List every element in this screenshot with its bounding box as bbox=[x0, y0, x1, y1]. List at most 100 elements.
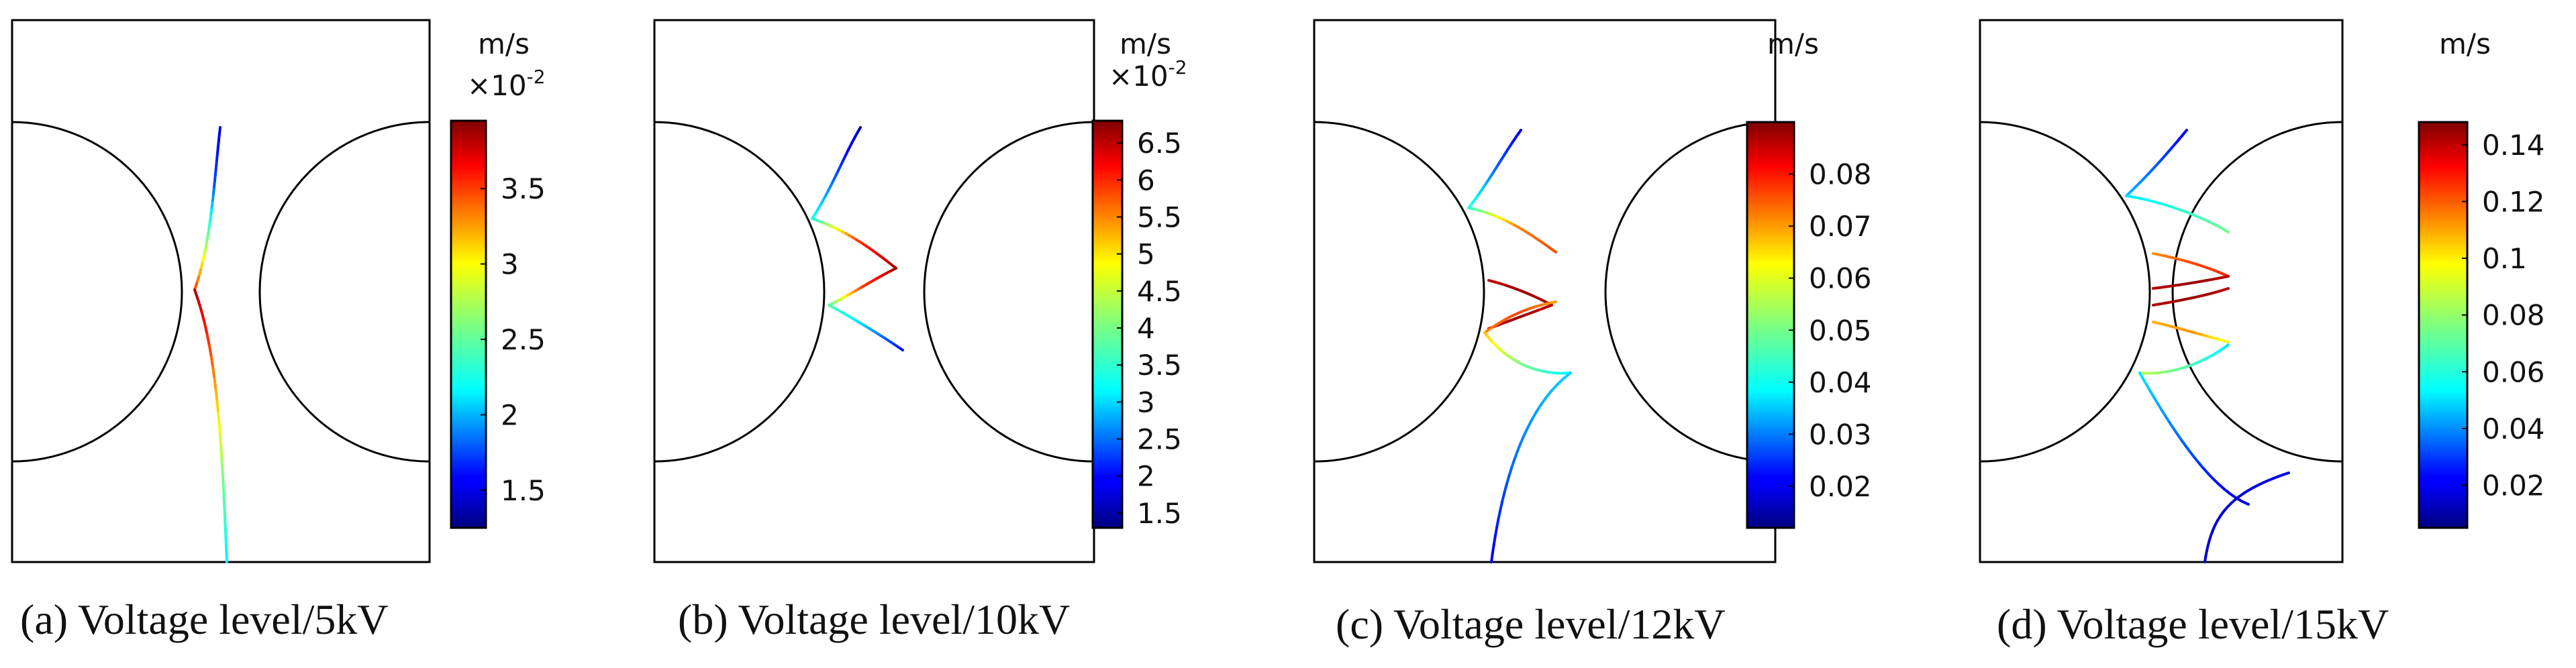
colorbar-tick-label: 2.5 bbox=[501, 323, 546, 356]
streamline-segment bbox=[200, 310, 206, 325]
streamline-segment bbox=[2282, 471, 2290, 476]
colorbar-tick-label: 0.05 bbox=[1809, 314, 1872, 347]
left-electrode bbox=[654, 121, 826, 463]
streamline-segment bbox=[1495, 517, 1500, 529]
streamline-segment bbox=[1492, 535, 1497, 547]
streamline-segment bbox=[197, 299, 203, 313]
streamline-bottom-branch bbox=[2203, 471, 2290, 563]
streamline-segment bbox=[2224, 339, 2230, 343]
streamline-segment bbox=[224, 514, 227, 529]
streamline-segment bbox=[203, 321, 209, 335]
streamline-segment bbox=[898, 346, 904, 351]
streamline-segment bbox=[1556, 377, 1565, 386]
colorbar-unit: m/s bbox=[1767, 27, 1819, 60]
left-electrode bbox=[1979, 121, 2151, 463]
right-electrode bbox=[923, 121, 1095, 463]
colorbar-tick-label: 6.5 bbox=[1137, 127, 1182, 160]
colorbar-unit: m/s bbox=[478, 27, 530, 60]
streamline-segment bbox=[2224, 343, 2230, 349]
colorbar bbox=[1091, 119, 1124, 529]
panel-d: 0.02 0.04 0.06 0.08 0.1 0.12 0.14 m/s (d) Voltag… bbox=[1979, 19, 2545, 648]
streamline-segment bbox=[221, 480, 226, 495]
colorbar-tick-label: 0.07 bbox=[1809, 210, 1872, 243]
streamline-lower-arc bbox=[828, 267, 897, 307]
streamline-upper-arc bbox=[2152, 252, 2230, 278]
streamline-segment bbox=[1550, 383, 1559, 392]
colorbar-tick-label: 0.06 bbox=[2482, 355, 2545, 388]
colorbar-tick-label: 3 bbox=[1137, 386, 1155, 419]
colorbar-tick-label: 2 bbox=[1137, 460, 1155, 493]
streamline-top-arc bbox=[2125, 194, 2230, 233]
streamline-segment bbox=[214, 389, 219, 404]
colorbar-tick-label: 4 bbox=[1137, 312, 1155, 345]
colorbar-tick-label: 0.02 bbox=[2482, 469, 2545, 502]
panel-c: 0.02 0.03 0.04 0.05 0.06 0.07 0.08 m/s (c) Volta… bbox=[1313, 19, 1872, 648]
streamline-segment bbox=[1519, 434, 1526, 445]
streamline-segment bbox=[1501, 492, 1506, 504]
streamline-segment bbox=[2240, 500, 2250, 506]
streamline-lower-branch bbox=[193, 288, 228, 563]
colorbar-tick-label: 6 bbox=[1137, 164, 1155, 197]
streamline-segment bbox=[1491, 543, 1495, 555]
streamline-segment bbox=[1499, 500, 1504, 512]
streamline-segment bbox=[1522, 426, 1530, 437]
colorbar-tick-label: 3.5 bbox=[501, 172, 546, 205]
plot-frame bbox=[653, 19, 1095, 563]
streamline-segment bbox=[193, 288, 200, 302]
streamline-segment bbox=[2223, 228, 2230, 233]
colorbar-tick-label: 5 bbox=[1137, 238, 1155, 271]
streamline-lower-link bbox=[2138, 372, 2250, 506]
streamline-segment bbox=[209, 355, 215, 370]
streamline-center-upper-arc bbox=[2152, 275, 2230, 290]
streamline-upper-arc bbox=[1467, 207, 1557, 254]
streamline-lower-link bbox=[1483, 331, 1572, 375]
streamline-segment bbox=[213, 378, 217, 392]
panel-caption: (b) Voltage level/10kV bbox=[678, 596, 1070, 643]
streamline-center-lower-arc bbox=[2152, 287, 2230, 307]
streamline-segment bbox=[219, 435, 223, 449]
colorbar-tick-label: 0.02 bbox=[1809, 470, 1872, 503]
streamline-segment bbox=[1551, 248, 1557, 254]
streamline-segment bbox=[1507, 466, 1514, 478]
streamline-segment bbox=[225, 549, 228, 563]
colorbar-tick-label: 0.04 bbox=[1809, 366, 1872, 399]
streamline-segment bbox=[217, 423, 222, 438]
streamline-mid-upper-arc bbox=[1487, 279, 1553, 307]
colorbar bbox=[1746, 121, 1795, 529]
panel-caption: (d) Voltage level/15kV bbox=[1997, 600, 2389, 648]
streamline-segment bbox=[2224, 287, 2230, 291]
streamline-segment bbox=[1493, 526, 1499, 538]
right-electrode bbox=[2171, 121, 2343, 463]
streamline-segment bbox=[1562, 372, 1572, 380]
colorbar-tick-label: 1.5 bbox=[1137, 497, 1182, 530]
streamline-segment bbox=[223, 503, 227, 518]
colorbar-unit: m/s bbox=[2439, 27, 2491, 60]
streamline-lower-arc bbox=[2152, 321, 2230, 343]
streamline-top-branch bbox=[2125, 129, 2188, 197]
colorbar-tick-label: 0.06 bbox=[1809, 262, 1872, 295]
streamline-segment bbox=[1503, 483, 1508, 495]
panel-caption: (c) Voltage level/12kV bbox=[1336, 600, 1726, 648]
colorbar-tick-label: 2 bbox=[501, 398, 519, 431]
colorbar-tick-label: 0.08 bbox=[2482, 299, 2545, 332]
streamline-segment bbox=[1548, 304, 1553, 308]
colorbar-tick-label: 3.5 bbox=[1137, 349, 1182, 382]
colorbar-tick-label: 0.08 bbox=[1809, 158, 1872, 191]
colorbar bbox=[2418, 121, 2469, 529]
streamline-top-branch bbox=[811, 126, 862, 220]
colorbar-tick-label: 0.12 bbox=[2482, 185, 2545, 218]
streamline-segment bbox=[1516, 442, 1522, 453]
streamline-upper-arc bbox=[811, 217, 897, 270]
colorbar-unit: m/s bbox=[1120, 27, 1171, 60]
streamline-segment bbox=[1513, 450, 1519, 461]
panel-b: 1.5 2 2.5 3 3.5 4 4.5 5 5.5 6 6.5 m/s×10-2 (b) Volta… bbox=[653, 19, 1187, 643]
streamline-upper-branch bbox=[193, 126, 221, 291]
colorbar-tick-label: 3 bbox=[501, 248, 519, 281]
streamline-segment bbox=[217, 412, 221, 427]
streamline-segment bbox=[205, 332, 211, 347]
panel-caption: (a) Voltage level/5kV bbox=[20, 596, 389, 643]
colorbar-tick-label: 2.5 bbox=[1137, 423, 1182, 456]
streamline-segment bbox=[1544, 389, 1553, 399]
colorbar-exponent: -2 bbox=[527, 66, 546, 88]
